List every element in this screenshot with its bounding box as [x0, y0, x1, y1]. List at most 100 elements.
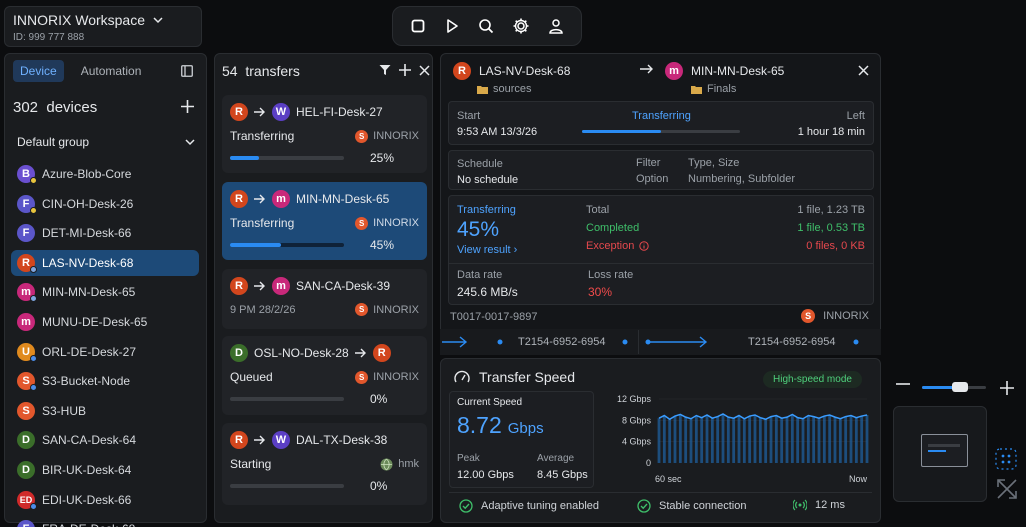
transfer-card[interactable]: R W DAL-TX-Desk-38 Starting hmk 0%	[222, 423, 427, 505]
device-item[interactable]: F DET-MI-Desk-66	[11, 220, 199, 246]
device-avatar: R	[230, 190, 248, 208]
minimap-viewport[interactable]	[921, 434, 968, 467]
speed-bar	[705, 415, 709, 463]
speed-title: Transfer Speed	[479, 369, 575, 385]
status-dot	[30, 177, 37, 184]
main-toolbar	[392, 6, 582, 46]
stop-icon[interactable]	[410, 18, 426, 34]
speed-bar	[742, 418, 746, 463]
destination-avatar: m	[665, 62, 683, 80]
zoom-slider[interactable]	[922, 382, 986, 392]
start-value: 9:53 AM 13/3/26	[457, 126, 538, 138]
y-tick-label: 0	[646, 458, 651, 468]
transfer-destination: DAL-TX-Desk-38	[296, 433, 388, 447]
chevron-down-icon[interactable]	[153, 15, 163, 25]
device-avatar: R	[372, 344, 391, 362]
transfer-percent: 25%	[370, 151, 395, 165]
speed-bar	[849, 415, 853, 463]
speed-bar	[785, 417, 789, 463]
device-item[interactable]: S S3-HUB	[11, 398, 199, 424]
view-result-link[interactable]: View result ›	[457, 244, 518, 256]
speed-bar	[668, 419, 672, 463]
folder-icon	[691, 85, 702, 94]
speedometer-icon	[454, 370, 470, 384]
tab-automation[interactable]: Automation	[80, 64, 142, 78]
group-selector[interactable]: Default group	[17, 135, 195, 149]
add-transfer-icon[interactable]	[399, 64, 411, 76]
y-tick-label: 12 Gbps	[617, 394, 652, 404]
speed-bar	[764, 419, 768, 463]
speed-bar	[657, 418, 661, 463]
device-item[interactable]: U ORL-DE-Desk-27	[11, 339, 199, 365]
agent-name: hmk	[398, 458, 419, 470]
peak-value: 12.00 Gbps	[457, 469, 514, 481]
speed-bar	[801, 418, 805, 463]
zoom-control	[888, 370, 1021, 404]
speed-bar	[678, 414, 682, 463]
info-icon[interactable]	[639, 241, 650, 251]
device-item[interactable]: F FRA-DE-Desk-68	[11, 516, 199, 527]
speed-bar	[828, 415, 832, 463]
device-item[interactable]: D BIR-UK-Desk-64	[11, 457, 199, 483]
filter-label: Filter	[636, 157, 661, 169]
minimap[interactable]	[893, 406, 987, 502]
workspace-name: INNORIX Workspace	[13, 12, 145, 28]
speed-bar	[753, 415, 757, 463]
zoom-slider-thumb[interactable]	[952, 382, 969, 392]
device-item[interactable]: ED EDI-UK-Desk-66	[11, 487, 199, 513]
transfer-status: Transferring	[230, 216, 295, 230]
speed-line	[658, 413, 868, 421]
device-avatar: m	[272, 190, 290, 208]
owner-avatar: S	[801, 309, 816, 323]
close-icon[interactable]	[858, 65, 869, 76]
search-icon[interactable]	[478, 18, 494, 34]
device-avatar: D	[230, 344, 248, 362]
device-item[interactable]: R LAS-NV-Desk-68	[11, 249, 199, 276]
speed-bar	[694, 415, 698, 463]
speed-bar	[673, 416, 677, 463]
arrow-right-icon	[254, 435, 266, 445]
device-item[interactable]: D SAN-CA-Desk-64	[11, 427, 199, 453]
current-speed-unit: Gbps	[507, 420, 544, 437]
device-name: BIR-UK-Desk-64	[42, 463, 132, 477]
source-folder: sources	[493, 83, 532, 95]
workspace-id: ID: 999 777 888	[13, 32, 85, 43]
add-device-icon[interactable]	[181, 100, 194, 113]
device-avatar: R	[17, 253, 37, 273]
user-icon[interactable]	[548, 18, 564, 34]
device-item[interactable]: F CIN-OH-Desk-26	[11, 191, 199, 217]
filter-icon[interactable]	[379, 64, 391, 76]
job-id: T0017-0017-9897	[450, 311, 538, 323]
device-item[interactable]: S S3-Bucket-Node	[11, 368, 199, 394]
device-name: ORL-DE-Desk-27	[42, 344, 137, 359]
device-avatar: W	[272, 103, 290, 121]
completed-value: 1 file, 0.53 TB	[797, 222, 865, 234]
transfer-card[interactable]: R W HEL-FI-Desk-27 Transferring S INNORIX 25%	[222, 95, 427, 173]
device-item[interactable]: B Azure-Blob-Core	[11, 161, 199, 187]
transfer-card[interactable]: D OSL-NO-Desk-28 R Queued S INNORIX 0%	[222, 336, 427, 415]
zoom-in-icon[interactable]	[1000, 381, 1014, 395]
fit-screen-icon[interactable]	[995, 448, 1017, 470]
device-item[interactable]: m MUNU-DE-Desk-65	[11, 309, 199, 335]
zoom-out-icon[interactable]	[896, 382, 910, 386]
close-icon[interactable]	[419, 64, 430, 76]
typesize-label: Type, Size	[688, 157, 740, 169]
transfer-destination: SAN-CA-Desk-39	[296, 279, 391, 293]
arrow-right-icon	[254, 107, 266, 117]
speed-bar	[662, 415, 666, 463]
speed-bar	[774, 415, 778, 463]
job-owner: INNORIX	[823, 310, 869, 322]
device-item[interactable]: m MIN-MN-Desk-65	[11, 279, 199, 305]
collapse-icon[interactable]	[996, 478, 1018, 500]
play-icon[interactable]	[444, 18, 460, 34]
gear-icon[interactable]	[512, 17, 530, 35]
workspace-selector[interactable]: INNORIX Workspace ID: 999 777 888	[4, 6, 202, 47]
status-stable: Stable connection	[659, 500, 747, 512]
device-avatar: m	[17, 283, 37, 303]
tab-device[interactable]: Device	[13, 60, 64, 82]
speed-bar	[737, 415, 741, 463]
sidebar-toggle-icon[interactable]	[181, 65, 193, 77]
speed-bar	[726, 417, 730, 463]
